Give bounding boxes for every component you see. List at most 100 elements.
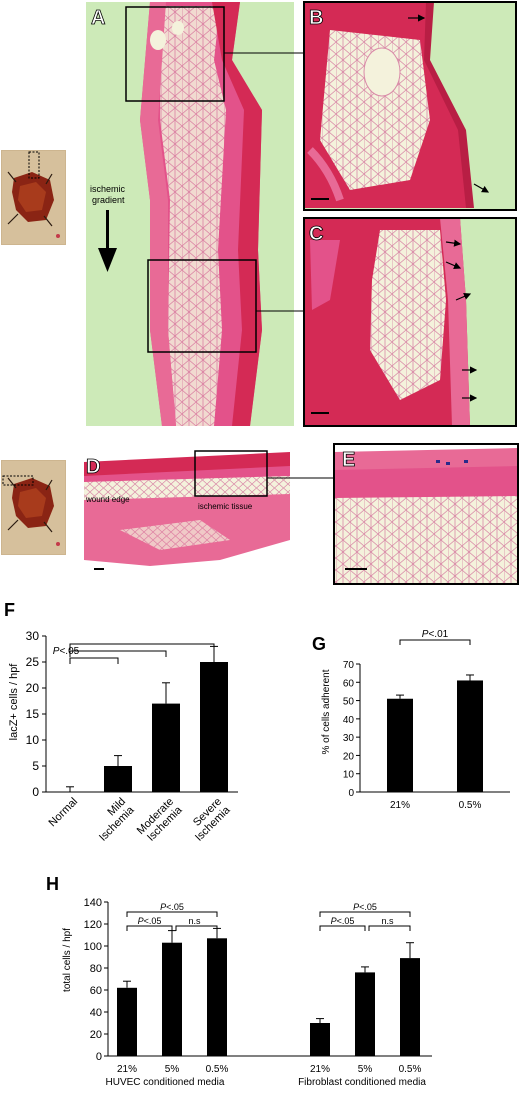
wound-photo-top [1, 150, 66, 245]
chart-f-ytick-label: 5 [32, 759, 39, 773]
chart-h-bar [207, 938, 227, 1056]
chart-g-yticks: 0 10 20 30 40 50 60 70 [343, 660, 360, 799]
chart-h-bar [355, 972, 375, 1056]
chart-h-ytick-label: 40 [90, 1007, 102, 1019]
chart-f: F lacZ+ cells / hpf 0 5 10 15 20 25 30 P<.05 N… [4, 600, 238, 845]
histology-panel-d: D wound edge ischemic tissue [84, 449, 290, 583]
chart-h-xtick-label: 5% [358, 1064, 373, 1075]
chart-h-comparisons: P<.05 n.s P<.05 P<.05 n.s P<.05 [126, 902, 411, 931]
panel-label-b: B [309, 7, 323, 29]
ischemic-tissue-label: ischemic tissue [198, 502, 253, 511]
chart-f-xtick-label: MildIschemia [89, 795, 138, 844]
chart-g-xtick-label: 21% [390, 800, 410, 811]
chart-h-comparison-label: n.s [381, 916, 394, 926]
chart-h-bars [117, 927, 420, 1056]
histology-panel-e: E [333, 443, 519, 585]
chart-h-bar [117, 987, 137, 1056]
chart-f-ytick-label: 15 [26, 707, 40, 721]
chart-h-group-label-huvec: HUVEC conditioned media [106, 1077, 225, 1088]
chart-g-ytick-label: 30 [343, 733, 355, 744]
chart-g-axes [359, 664, 510, 793]
chart-g-ytick-label: 0 [348, 788, 354, 799]
chart-h-ytick-label: 140 [84, 897, 102, 909]
chart-h-bar [162, 942, 182, 1056]
chart-h-comparison-label: P<.05 [138, 916, 162, 926]
chart-g-xtick-label: 0.5% [459, 800, 482, 811]
ischemic-gradient-line2: gradient [92, 195, 125, 205]
chart-f-ytick-label: 0 [32, 785, 39, 799]
histology-panel-b: B [303, 1, 517, 211]
wound-edge-label: wound edge [85, 495, 130, 504]
chart-f-yticks: 0 5 10 15 20 25 30 [26, 629, 46, 799]
chart-g-xlabels: 21% 0.5% [390, 800, 482, 811]
chart-h-bar [400, 958, 420, 1056]
chart-g-ytick-label: 40 [343, 715, 355, 726]
chart-h-xtick-label: 21% [310, 1064, 330, 1075]
chart-h-ytick-label: 60 [90, 985, 102, 997]
chart-g-sig-bracket [399, 639, 471, 645]
chart-h-comparison-bracket [126, 911, 218, 917]
chart-h-bar [310, 1023, 330, 1056]
chart-h-comparison-bracket [368, 925, 411, 931]
chart-f-sig-bracket [69, 657, 119, 664]
chart-h-comparison-bracket [319, 911, 411, 917]
chart-g-ytick-label: 70 [343, 660, 355, 671]
chart-g-bars [387, 674, 483, 792]
panel-label-e: E [342, 449, 355, 471]
chart-h-comparison-bracket [175, 925, 218, 931]
chart-h-group-label-fibroblast: Fibroblast conditioned media [298, 1077, 426, 1088]
chart-h-comparison-label: P<.05 [160, 902, 184, 912]
chart-f-bar [152, 703, 180, 792]
chart-g-ylabel: % of cells adherent [321, 669, 332, 754]
chart-f-sig-bracket [69, 650, 167, 657]
chart-h: H total cells / hpf 0 20 40 60 80 100 120 140 P… [46, 874, 432, 1088]
ischemic-gradient-annotation: ischemic gradient [90, 184, 126, 272]
chart-h-xlabels: 21% 5% 0.5% 21% 5% 0.5% [117, 1064, 422, 1075]
chart-h-xtick-label: 0.5% [399, 1064, 422, 1075]
panel-label-g: G [312, 634, 326, 654]
chart-f-xtick-label: Normal [47, 796, 81, 830]
chart-g-sig-label: P<.01 [422, 629, 449, 640]
chart-h-comparison-label: n.s [188, 916, 201, 926]
panel-label-d: D [86, 456, 100, 478]
chart-h-xtick-label: 21% [117, 1064, 137, 1075]
panel-label-a: A [91, 7, 105, 29]
chart-f-bars [66, 645, 228, 792]
chart-h-xtick-label: 5% [165, 1064, 180, 1075]
chart-f-ytick-label: 25 [26, 655, 40, 669]
chart-f-xtick-label: ModerateIschemia [135, 795, 185, 845]
chart-h-ylabel: total cells / hpf [62, 928, 73, 992]
chart-h-xtick-label: 0.5% [206, 1064, 229, 1075]
chart-h-ytick-label: 100 [84, 941, 102, 953]
chart-f-sig-bracket [69, 643, 215, 650]
chart-g: G % of cells adherent 0 10 20 30 40 50 60 70 P<… [312, 629, 510, 811]
chart-g-bar [387, 698, 413, 792]
chart-f-significance: P<.05 [53, 643, 215, 664]
chart-f-ylabel: lacZ+ cells / hpf [8, 663, 20, 741]
chart-f-ytick-label: 20 [26, 681, 40, 695]
panel-label-f: F [4, 600, 15, 620]
panel-label-c: C [309, 223, 323, 245]
chart-g-ytick-label: 20 [343, 751, 355, 762]
chart-g-ytick-label: 60 [343, 678, 355, 689]
chart-g-significance: P<.01 [399, 629, 471, 645]
chart-h-ytick-label: 120 [84, 919, 102, 931]
histology-panel-a: A [86, 2, 294, 426]
chart-h-ytick-label: 0 [96, 1051, 102, 1063]
panel-label-h: H [46, 874, 59, 894]
chart-f-sig-label: P<.05 [53, 646, 80, 657]
chart-g-ytick-label: 10 [343, 770, 355, 781]
chart-f-bar [104, 766, 132, 792]
chart-g-bar [457, 680, 483, 792]
chart-h-ytick-label: 20 [90, 1029, 102, 1041]
chart-f-ytick-label: 10 [26, 733, 40, 747]
chart-f-bar [200, 662, 228, 792]
chart-f-ytick-label: 30 [26, 629, 40, 643]
chart-h-comparison-bracket [319, 925, 366, 931]
chart-h-yticks: 0 20 40 60 80 100 120 140 [84, 897, 108, 1063]
chart-g-ytick-label: 50 [343, 697, 355, 708]
histology-panel-c: C [303, 217, 517, 427]
chart-f-xtick-label: SevereIschemia [185, 795, 234, 844]
